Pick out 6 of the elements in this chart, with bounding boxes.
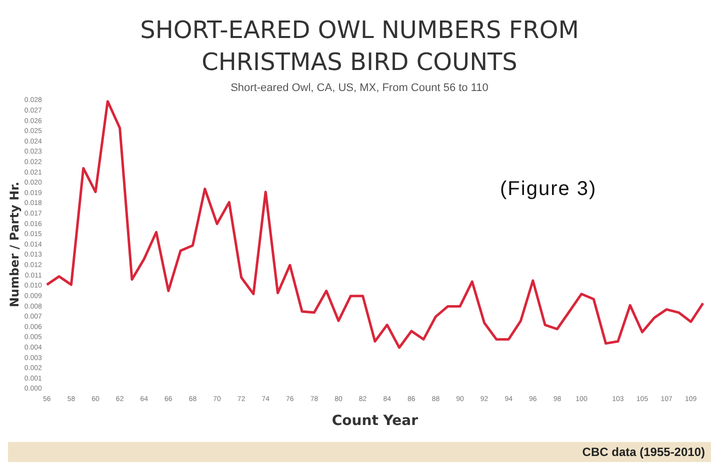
annotation: (Figure 3) [500,178,597,201]
x-axis-title: Count Year [332,413,418,430]
y-axis-title: Number / Party Hr. [7,182,22,308]
text: CBC data (1955-2010) [8,442,711,462]
chart-title: SHORT-EARED OWL NUMBERS FROM CHRISTMAS BIRD COUNTS [139,15,580,78]
chart-subtitle: Short-eared Owl, CA, US, MX, From Count 56 to 110 [230,82,490,94]
